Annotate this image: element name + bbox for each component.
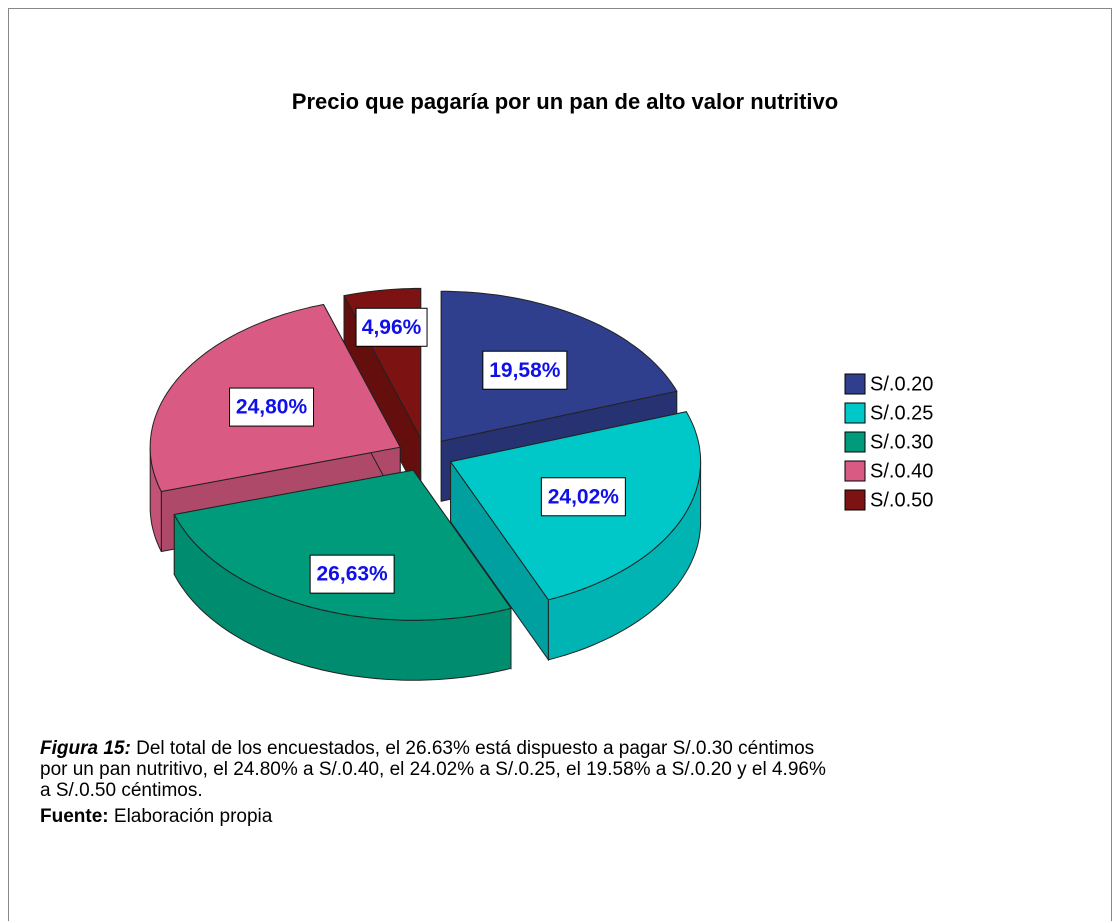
legend-label: S/.0.30 <box>870 431 933 453</box>
value-label: 19,58% <box>489 359 561 382</box>
source: Fuente: Elaboración propia <box>40 806 272 827</box>
legend-swatch <box>844 431 866 453</box>
label-box <box>309 554 395 594</box>
value-label: 24,80% <box>236 396 308 419</box>
label-box <box>482 350 568 390</box>
caption-text: Del total de los encuestados, el 26.63% … <box>40 738 826 801</box>
chart-title: Precio que pagaría por un pan de alto va… <box>292 89 838 114</box>
source-label: Fuente: <box>40 806 109 827</box>
label-box <box>540 477 626 517</box>
legend-label: S/.0.25 <box>870 402 933 424</box>
legend-swatch <box>844 402 866 424</box>
value-label: 4,96% <box>362 316 422 339</box>
legend-swatch <box>844 373 866 395</box>
value-label: 24,02% <box>548 485 620 508</box>
legend-label: S/.0.50 <box>870 489 933 511</box>
frame <box>8 8 1112 921</box>
legend-label: S/.0.40 <box>870 460 933 482</box>
chart: Precio que pagaría por un pan de alto va… <box>149 89 933 681</box>
source-text: Elaboración propia <box>113 806 273 827</box>
value-label: 26,63% <box>317 563 389 586</box>
legend-swatch <box>844 460 866 482</box>
slice <box>173 469 512 621</box>
legend-label: S/.0.20 <box>870 373 933 395</box>
label-box <box>229 387 315 427</box>
legend-swatch <box>844 489 866 511</box>
label-box <box>355 307 428 347</box>
caption-label: Figura 15: <box>40 738 131 759</box>
caption: Figura 15: Del total de los encuestados,… <box>40 738 840 801</box>
